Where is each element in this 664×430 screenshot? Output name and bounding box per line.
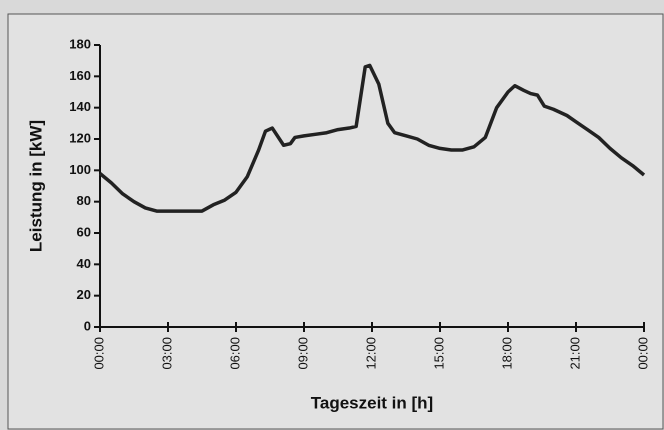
y-tick-label: 160 xyxy=(69,68,91,83)
x-tick-label: 03:00 xyxy=(159,337,174,370)
y-tick-label: 20 xyxy=(77,287,91,302)
frame xyxy=(7,13,664,430)
x-tick-label: 21:00 xyxy=(567,337,582,370)
y-tick-label: 100 xyxy=(69,162,91,177)
x-tick-label: 00:00 xyxy=(91,337,106,370)
y-axis-label: Leistung in [kW] xyxy=(26,120,45,252)
x-tick-label: 18:00 xyxy=(499,337,514,370)
y-tick-label: 140 xyxy=(69,99,91,114)
y-tick-label: 180 xyxy=(69,36,91,51)
y-tick-label: 40 xyxy=(77,256,91,271)
x-tick-label: 15:00 xyxy=(431,337,446,370)
data-line xyxy=(98,63,646,213)
y-tick-label: 80 xyxy=(77,193,91,208)
y-tick-label: 60 xyxy=(77,224,91,239)
x-tick-label: 00:00 xyxy=(635,337,650,370)
y-tick-label: 120 xyxy=(69,130,91,145)
x-tick-label: 09:00 xyxy=(295,337,310,370)
x-tick-label: 06:00 xyxy=(227,337,242,370)
x-tick-label: 12:00 xyxy=(363,337,378,370)
x-axis-label: Tageszeit in [h] xyxy=(311,393,433,412)
y-tick-label: 0 xyxy=(84,318,91,333)
